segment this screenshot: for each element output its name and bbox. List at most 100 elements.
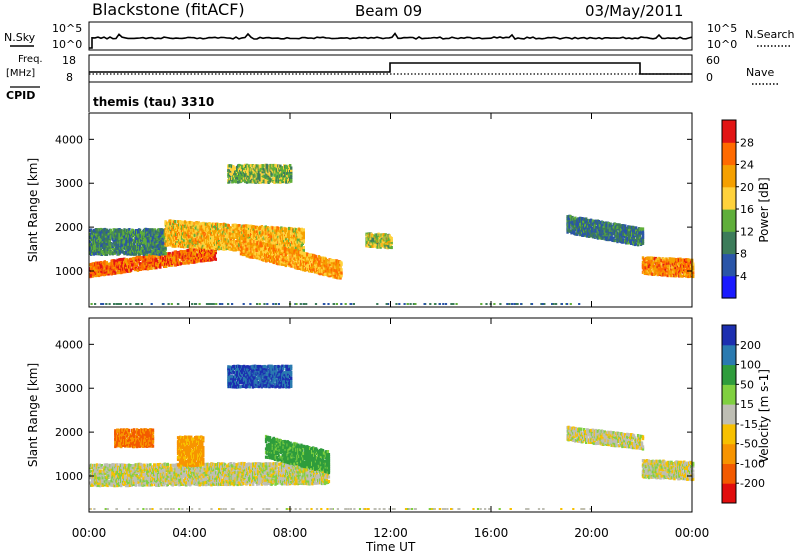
data-cell	[262, 242, 265, 246]
data-cell	[262, 164, 265, 168]
data-cell	[94, 274, 98, 278]
data-cell	[277, 245, 281, 249]
data-cell	[191, 248, 194, 252]
data-cell	[141, 242, 145, 246]
data-cell	[319, 271, 323, 275]
data-cell	[173, 257, 177, 261]
data-cell	[145, 265, 148, 269]
data-cell	[285, 227, 288, 231]
data-cell	[103, 248, 107, 252]
data-cell	[587, 223, 591, 227]
data-cell	[614, 222, 617, 227]
data-cell	[128, 228, 131, 232]
data-cell	[275, 180, 278, 184]
data-cell	[598, 236, 602, 240]
data-cell	[315, 269, 319, 273]
data-cell	[311, 269, 314, 273]
data-cell	[232, 176, 235, 180]
data-cell	[380, 237, 383, 241]
data-cell	[620, 228, 623, 232]
data-cell	[390, 238, 393, 243]
data-cell	[185, 243, 189, 247]
data-cell	[234, 166, 237, 170]
data-cell	[585, 220, 588, 224]
data-cell	[340, 261, 343, 265]
data-cell	[91, 238, 94, 242]
data-cell	[296, 242, 300, 246]
data-cell	[213, 222, 216, 226]
data-cell	[124, 238, 127, 242]
nsky-tick-bottom: 10^0	[52, 38, 82, 51]
data-cell	[141, 240, 145, 245]
data-cell	[619, 226, 622, 230]
date-label: 03/May/2011	[585, 2, 683, 20]
data-cell	[124, 270, 127, 274]
data-cell	[137, 250, 140, 254]
data-cell	[193, 245, 196, 249]
data-cell	[172, 244, 175, 248]
data-cell	[239, 230, 242, 234]
data-cell	[186, 233, 190, 237]
data-cell	[282, 255, 286, 259]
data-cell	[566, 221, 569, 225]
data-cell	[641, 239, 645, 243]
data-cell	[179, 236, 182, 240]
data-cell	[151, 236, 154, 240]
data-cell	[203, 234, 206, 238]
data-cell	[635, 236, 639, 240]
data-cell	[224, 223, 228, 227]
data-cell	[650, 264, 653, 268]
data-cell	[616, 223, 619, 227]
data-cell	[218, 231, 222, 235]
data-cell	[659, 264, 662, 269]
data-cell	[309, 261, 312, 265]
data-cell	[261, 226, 265, 230]
data-cell	[240, 240, 244, 245]
data-cell	[281, 170, 284, 174]
data-cell	[604, 231, 607, 236]
data-cell	[260, 233, 264, 237]
data-cell	[283, 170, 286, 174]
data-cell	[243, 245, 247, 249]
data-cell	[651, 263, 654, 267]
data-cell	[220, 229, 224, 233]
data-cell	[208, 254, 212, 258]
data-cell	[256, 164, 259, 168]
data-cell	[284, 263, 287, 268]
data-cell	[272, 176, 275, 180]
data-cell	[287, 254, 290, 258]
data-cell	[176, 223, 179, 227]
data-cell	[641, 230, 645, 234]
data-cell	[229, 226, 232, 230]
data-cell	[268, 226, 271, 230]
data-cell	[630, 238, 633, 242]
data-cell	[649, 270, 652, 274]
data-cell	[274, 253, 278, 257]
data-cell	[630, 241, 633, 245]
data-cell	[651, 261, 654, 265]
data-cell	[305, 260, 308, 264]
data-cell	[243, 179, 247, 184]
freq-trace	[89, 62, 692, 75]
data-cell	[217, 245, 221, 249]
data-cell	[285, 233, 288, 238]
data-cell	[236, 235, 239, 239]
data-cell	[622, 232, 625, 236]
nsky-label: N.Sky	[4, 31, 36, 44]
data-cell	[99, 248, 103, 252]
data-cell	[174, 260, 178, 264]
data-cell	[298, 231, 302, 235]
data-cell	[267, 258, 270, 262]
data-cell	[176, 258, 179, 262]
freq-label-line1: Freq.	[18, 54, 43, 65]
data-cell	[285, 178, 288, 182]
data-cell	[219, 223, 223, 227]
data-cell	[340, 268, 343, 272]
data-cell	[216, 227, 220, 231]
data-cell	[257, 237, 261, 241]
data-cell	[593, 223, 597, 227]
data-cell	[129, 244, 132, 248]
data-cell	[162, 240, 165, 244]
data-cell	[132, 229, 135, 233]
data-cell	[212, 243, 215, 247]
